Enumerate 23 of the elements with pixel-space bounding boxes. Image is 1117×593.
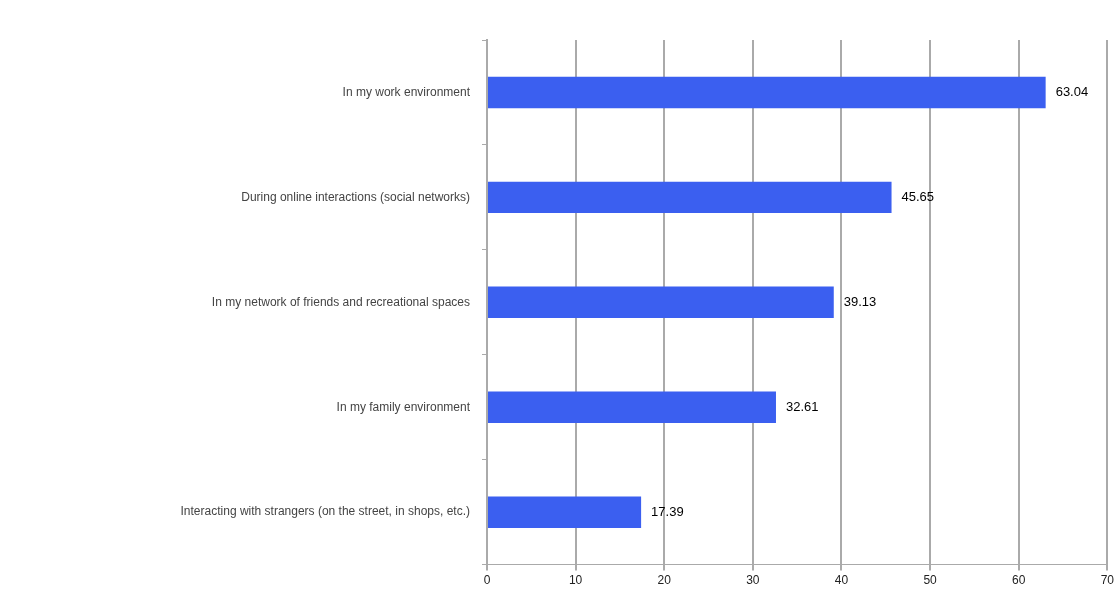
- bar: [488, 496, 642, 528]
- bar: [488, 76, 1046, 109]
- bar: [488, 391, 776, 423]
- y-tick-label: In my work environment: [342, 84, 471, 99]
- y-tick-label: In my family environment: [336, 399, 471, 414]
- y-tick-label: In my network of friends and recreational spaces: [211, 294, 470, 309]
- x-tick-label: 50: [923, 573, 938, 588]
- data-label: 32.61: [785, 398, 819, 414]
- y-tick-label: Interacting with strangers (on the street, in shops, etc.): [180, 504, 470, 519]
- x-tick-label: 0: [483, 573, 491, 588]
- bar: [488, 181, 892, 214]
- data-label: 63.04: [1055, 84, 1089, 100]
- x-tick-label: 20: [657, 573, 672, 588]
- data-label: 45.65: [901, 188, 935, 204]
- x-tick-label: 70: [1100, 573, 1115, 588]
- x-tick-label: 30: [746, 573, 760, 588]
- data-label: 17.39: [651, 503, 684, 519]
- x-tick-label: 40: [834, 573, 849, 588]
- x-tick-label: 60: [1012, 573, 1026, 588]
- y-tick-label: During online interactions (social networks): [241, 189, 470, 204]
- data-label: 39.13: [843, 293, 877, 309]
- x-tick-label: 10: [568, 573, 583, 588]
- bar: [488, 286, 834, 319]
